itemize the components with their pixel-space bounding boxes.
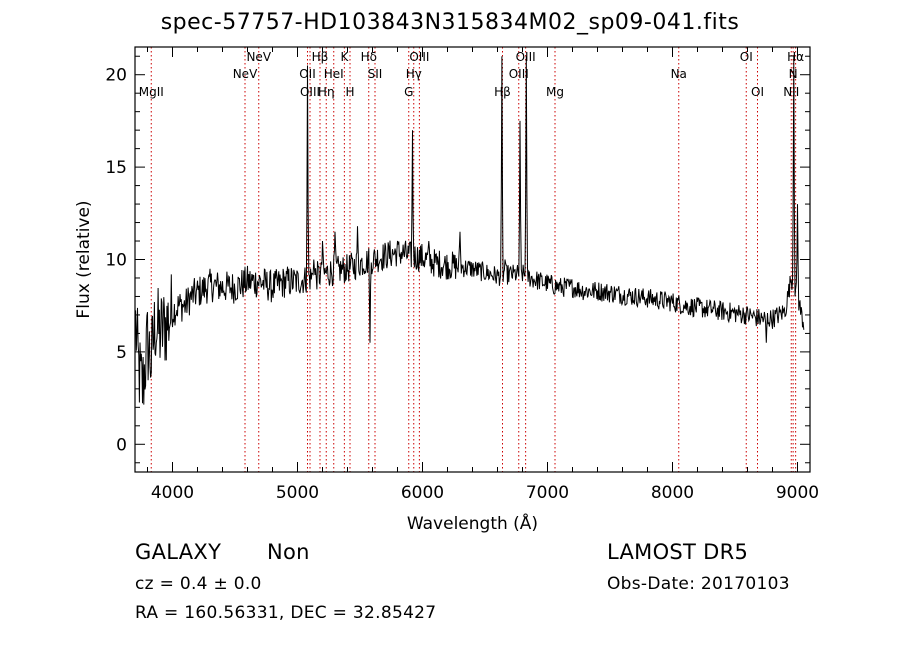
chart-title: spec-57757-HD103843N315834M02_sp09-041.f… bbox=[160, 10, 740, 35]
line-marker-label: H bbox=[345, 85, 354, 99]
object-class: GALAXY bbox=[135, 540, 222, 564]
line-marker-label: HeI bbox=[324, 67, 344, 81]
line-marker-label: Hβ bbox=[494, 85, 511, 99]
line-marker-label: Mg bbox=[546, 85, 564, 99]
line-marker-label: OIII bbox=[516, 50, 536, 64]
line-marker-label: NeV bbox=[246, 50, 271, 64]
y-tick-label: 20 bbox=[105, 66, 127, 86]
line-marker-label: OI bbox=[740, 50, 753, 64]
line-marker-label: NII bbox=[783, 85, 799, 99]
marker-labels-layer: MgII NeV NeV OII OIII Hβ Hη HeI K H Hδ SII G Hγ OIII Hβ… bbox=[139, 50, 804, 99]
y-tick-label: 10 bbox=[105, 251, 127, 271]
x-tick-label: 7000 bbox=[526, 483, 569, 503]
plot-frame bbox=[134, 46, 811, 473]
ra-dec-coordinates: RA = 160.56331, DEC = 32.85427 bbox=[135, 603, 437, 623]
x-tick-label: 9000 bbox=[776, 483, 819, 503]
survey-name: LAMOST DR5 bbox=[607, 540, 749, 564]
line-marker-label: K bbox=[340, 50, 349, 64]
line-markers-layer bbox=[150, 47, 797, 472]
line-marker-label: Hδ bbox=[361, 50, 377, 64]
axis-ticks-layer: 4000 5000 6000 7000 8000 9000 0 5 10 15 20 bbox=[105, 47, 819, 503]
line-marker-label: N bbox=[789, 67, 798, 81]
object-subclass: Non bbox=[267, 540, 310, 564]
line-marker-label: Na bbox=[671, 67, 687, 81]
line-marker-label: OII bbox=[299, 67, 316, 81]
y-axis-label: Flux (relative) bbox=[74, 200, 94, 318]
line-marker-label: SII bbox=[368, 67, 383, 81]
line-marker-label: Hα bbox=[787, 50, 804, 64]
y-tick-label: 15 bbox=[105, 158, 127, 178]
y-tick-label: 0 bbox=[116, 435, 127, 455]
line-marker-label: OIII bbox=[409, 50, 429, 64]
x-tick-label: 8000 bbox=[651, 483, 694, 503]
line-marker-label: MgII bbox=[139, 85, 164, 99]
x-tick-label: 6000 bbox=[401, 483, 444, 503]
redshift-cz: cz = 0.4 ± 0.0 bbox=[135, 574, 262, 594]
line-marker-label: OIII bbox=[300, 85, 320, 99]
spectrum-line bbox=[135, 56, 805, 405]
line-marker-label: Hγ bbox=[406, 67, 422, 81]
observation-date: Obs-Date: 20170103 bbox=[607, 574, 790, 594]
line-marker-label: OIII bbox=[509, 67, 529, 81]
line-marker-label: OI bbox=[751, 85, 764, 99]
x-tick-label: 5000 bbox=[276, 483, 319, 503]
x-tick-label: 4000 bbox=[151, 483, 194, 503]
spectrum-layer bbox=[135, 56, 805, 405]
line-marker-label: Hβ bbox=[312, 50, 329, 64]
line-marker-label: NeV bbox=[233, 67, 258, 81]
line-marker-label: G bbox=[404, 85, 413, 99]
y-tick-label: 5 bbox=[116, 343, 127, 363]
line-marker-label: Hη bbox=[318, 85, 335, 99]
x-axis-label: Wavelength (Å) bbox=[407, 512, 538, 534]
